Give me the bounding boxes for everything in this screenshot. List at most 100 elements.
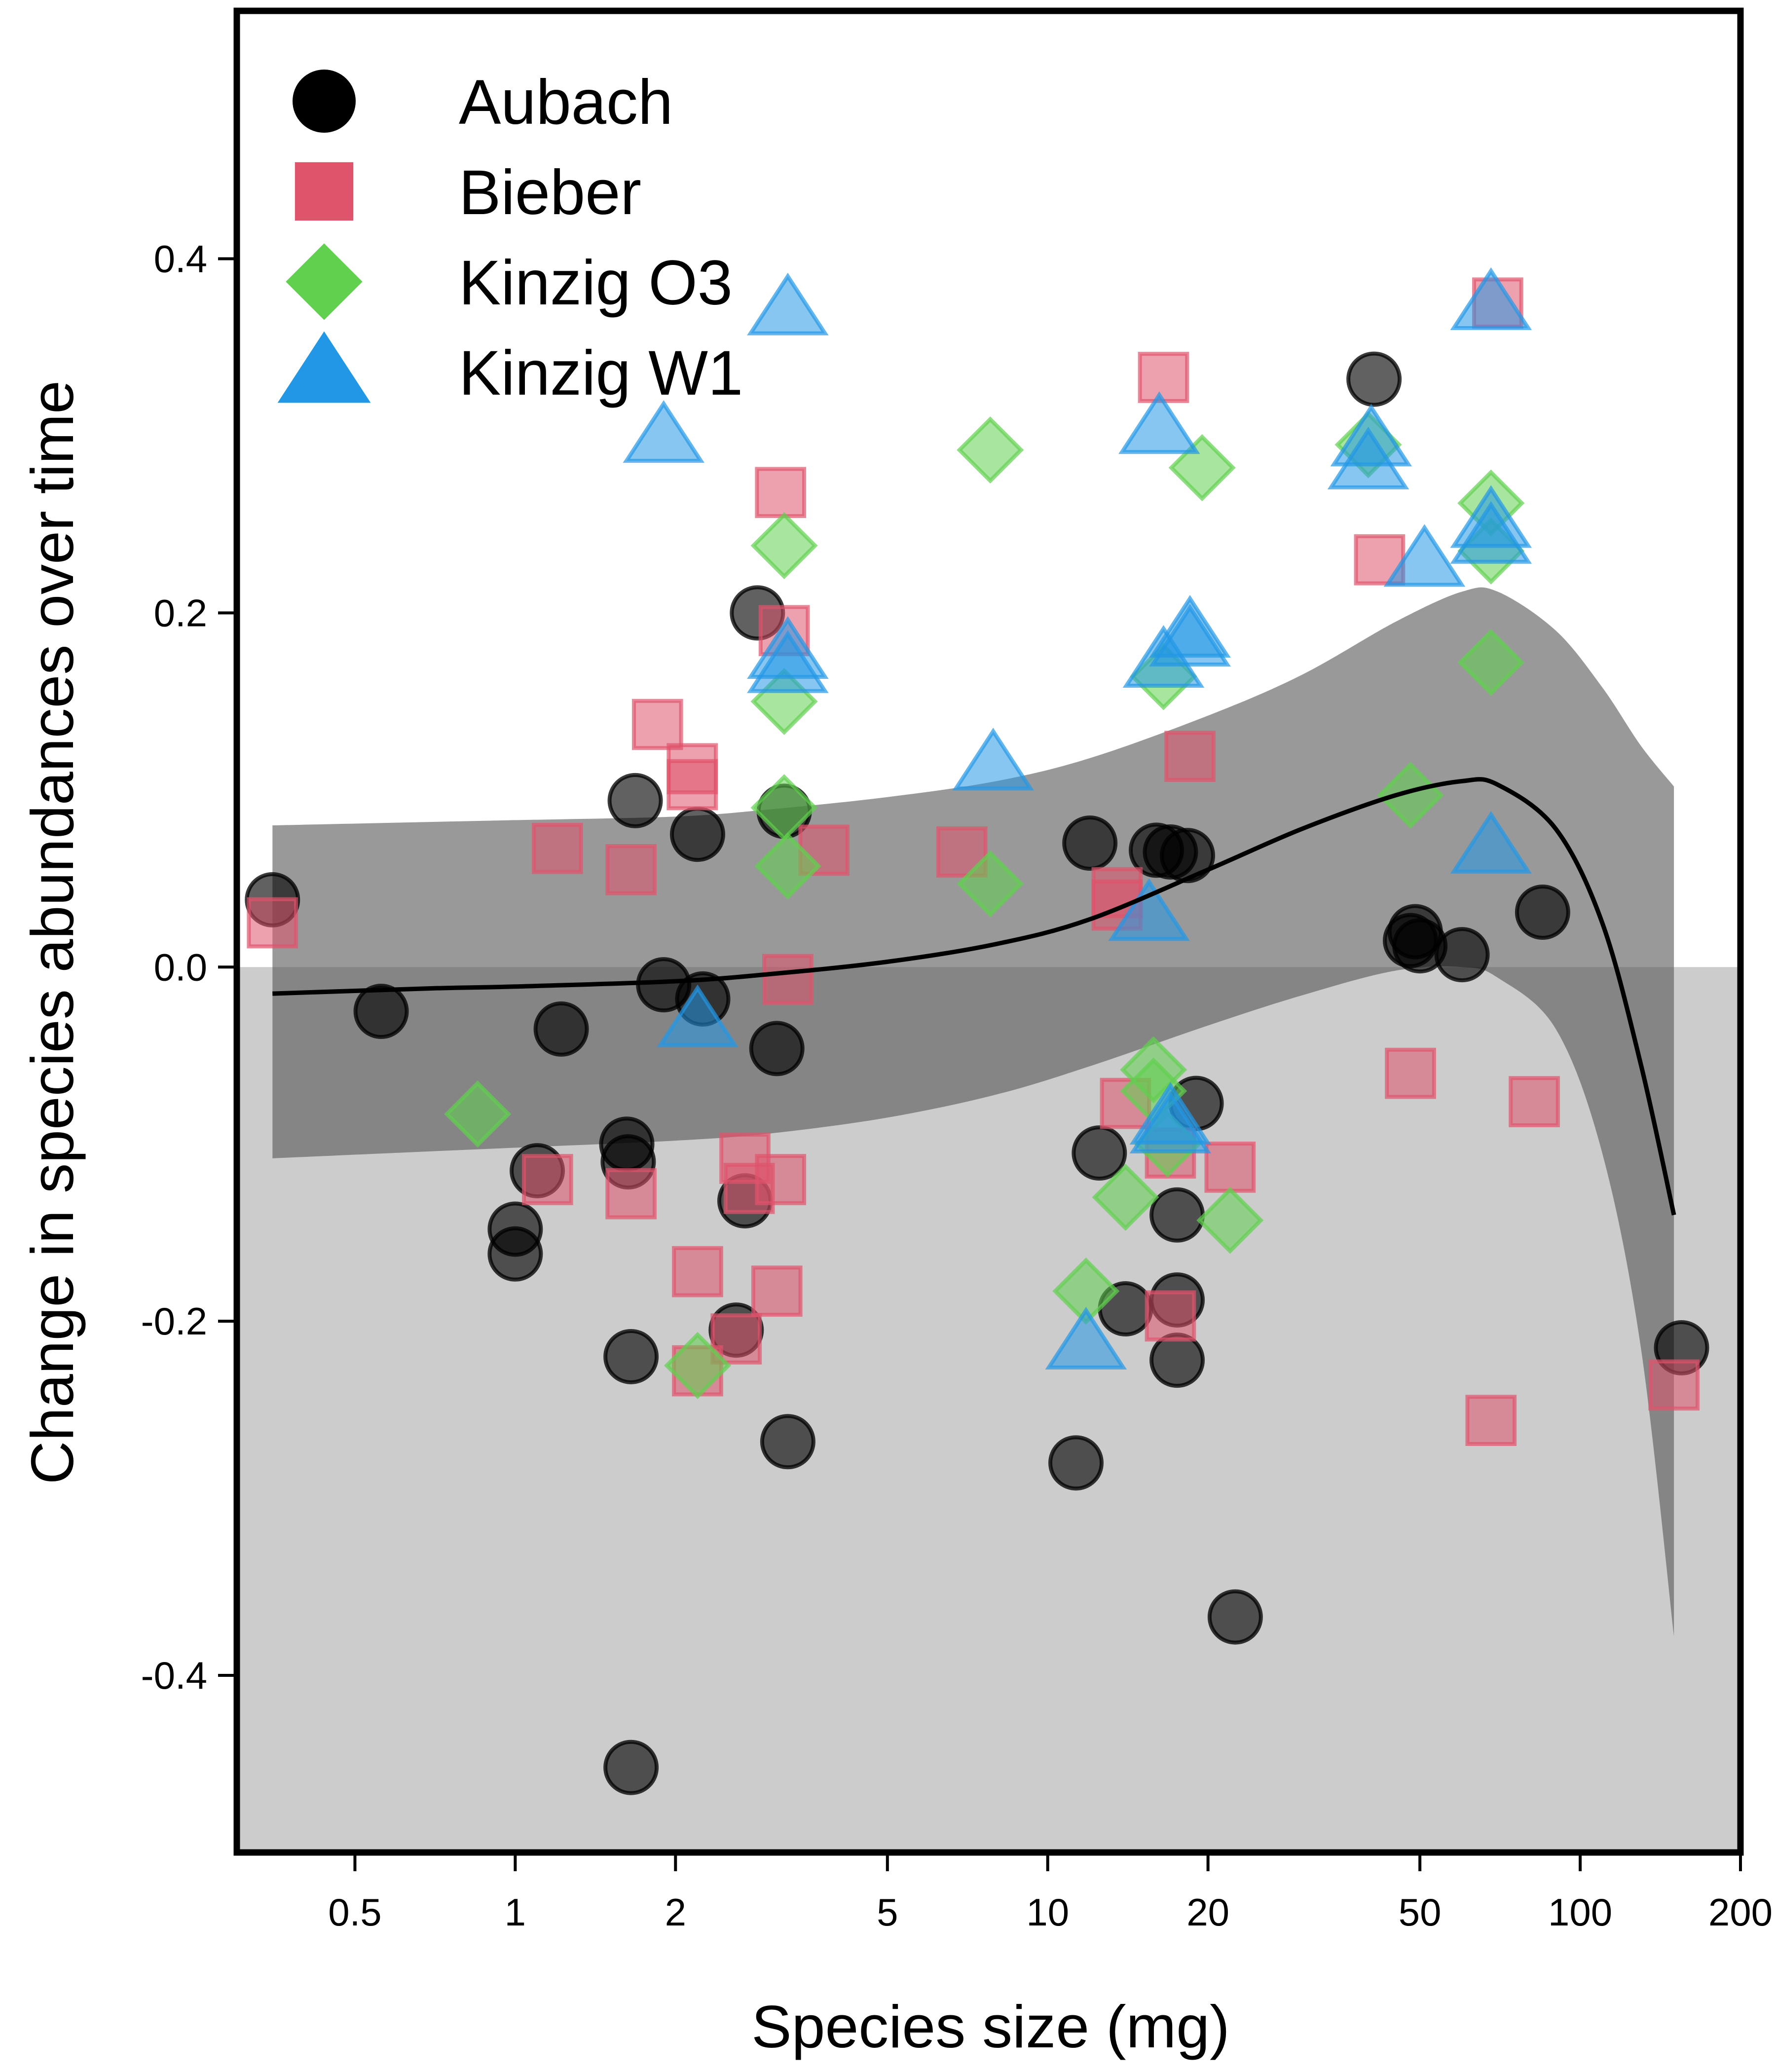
- series-bieber: [247, 277, 1700, 1446]
- data-point: [1045, 1306, 1127, 1369]
- data-point: [607, 773, 663, 828]
- data-point: [672, 1246, 723, 1297]
- data-point: [1138, 352, 1189, 403]
- data-point: [957, 850, 1024, 918]
- legend-marker: [293, 70, 356, 133]
- data-point: [751, 1265, 803, 1317]
- data-point: [1149, 603, 1231, 666]
- data-point: [747, 630, 829, 693]
- data-point: [1196, 1186, 1264, 1254]
- data-point: [1385, 1047, 1436, 1099]
- legend-label: Bieber: [459, 157, 641, 228]
- fit-line-layer: [272, 777, 1676, 1216]
- data-point: [750, 512, 818, 580]
- y-tick-label: -0.2: [141, 1299, 207, 1343]
- data-point: [1515, 885, 1570, 940]
- data-point: [664, 1332, 732, 1399]
- x-tick-label: 100: [1548, 1890, 1612, 1934]
- data-point: [755, 1154, 807, 1205]
- x-tick-label: 10: [1026, 1890, 1069, 1934]
- legend-marker: [277, 331, 371, 403]
- y-tick-label: 0.4: [154, 237, 207, 281]
- data-point: [760, 1414, 815, 1470]
- x-tick-label: 200: [1708, 1890, 1773, 1934]
- data-point: [631, 699, 683, 750]
- data-point: [749, 1021, 805, 1076]
- data-point: [1145, 1290, 1196, 1342]
- data-point: [1450, 501, 1532, 564]
- data-point: [1330, 404, 1412, 467]
- data-point: [623, 400, 705, 463]
- data-point: [1457, 629, 1525, 696]
- data-point: [1346, 351, 1402, 407]
- y-axis-title: Change in species abundances over time: [19, 380, 86, 1484]
- data-point: [1149, 1187, 1205, 1243]
- legend-label: Aubach: [459, 67, 673, 138]
- data-point: [657, 984, 739, 1047]
- data-point: [1648, 1359, 1700, 1411]
- data-point: [710, 1313, 762, 1365]
- plot-frame: [233, 7, 1744, 1856]
- data-point: [605, 844, 657, 895]
- data-point: [1383, 524, 1466, 587]
- data-point: [1204, 1142, 1256, 1193]
- legend-marker: [295, 162, 354, 221]
- data-point: [603, 1739, 659, 1795]
- data-point: [1509, 1076, 1560, 1127]
- legend-label: Kinzig W1: [459, 338, 743, 408]
- legend-item: Bieber: [295, 157, 641, 228]
- legend: Aubach Bieber Kinzig O3 Kinzig W1: [277, 67, 743, 408]
- data-point: [747, 272, 829, 335]
- points-layer: [245, 267, 1709, 1795]
- x-tick-label: 20: [1186, 1890, 1229, 1934]
- legend-item: Aubach: [293, 67, 673, 138]
- data-point: [487, 1226, 543, 1282]
- x-axis: 0.5 1 2 5 10 20 50 100 200: [328, 1852, 1773, 1934]
- legend-item: Kinzig W1: [277, 331, 743, 408]
- data-point: [1160, 828, 1216, 884]
- y-tick-label: -0.4: [141, 1654, 207, 1697]
- y-tick-label: 0.2: [154, 591, 207, 634]
- data-point: [1129, 1091, 1212, 1154]
- x-tick-label: 5: [877, 1890, 898, 1934]
- data-point: [1434, 927, 1490, 983]
- data-point: [1450, 811, 1532, 874]
- data-point: [1164, 731, 1216, 782]
- data-point: [669, 807, 725, 862]
- data-point: [1450, 267, 1532, 330]
- y-tick-label: 0.0: [154, 945, 207, 989]
- data-point: [531, 822, 583, 874]
- x-tick-label: 2: [665, 1890, 686, 1934]
- data-point: [1072, 1125, 1127, 1181]
- data-point: [755, 467, 807, 518]
- data-point: [1062, 815, 1118, 871]
- data-point: [666, 759, 718, 811]
- data-point: [1149, 1332, 1205, 1388]
- legend-label: Kinzig O3: [459, 248, 733, 318]
- data-point: [353, 984, 409, 1039]
- data-point: [1207, 1589, 1263, 1645]
- fit-line: [272, 777, 1676, 1216]
- data-point: [1048, 1435, 1104, 1491]
- legend-item: Kinzig O3: [286, 243, 733, 320]
- data-point: [247, 897, 298, 949]
- data-point: [952, 728, 1035, 791]
- data-point: [1465, 1395, 1517, 1446]
- x-axis-title: Species size (mg): [751, 1993, 1230, 2060]
- legend-marker: [286, 243, 363, 320]
- data-point: [1118, 391, 1200, 454]
- x-tick-label: 1: [505, 1890, 526, 1934]
- data-point: [957, 416, 1024, 484]
- x-tick-label: 50: [1399, 1890, 1442, 1934]
- x-tick-label: 0.5: [328, 1890, 381, 1934]
- data-point: [533, 1001, 589, 1057]
- data-point: [605, 1168, 657, 1220]
- data-point: [1092, 1163, 1159, 1231]
- data-point: [522, 1154, 573, 1205]
- series-kinzig-w1: [623, 267, 1532, 1369]
- data-point: [603, 1329, 659, 1384]
- data-point: [1108, 878, 1190, 941]
- data-point: [762, 954, 814, 1005]
